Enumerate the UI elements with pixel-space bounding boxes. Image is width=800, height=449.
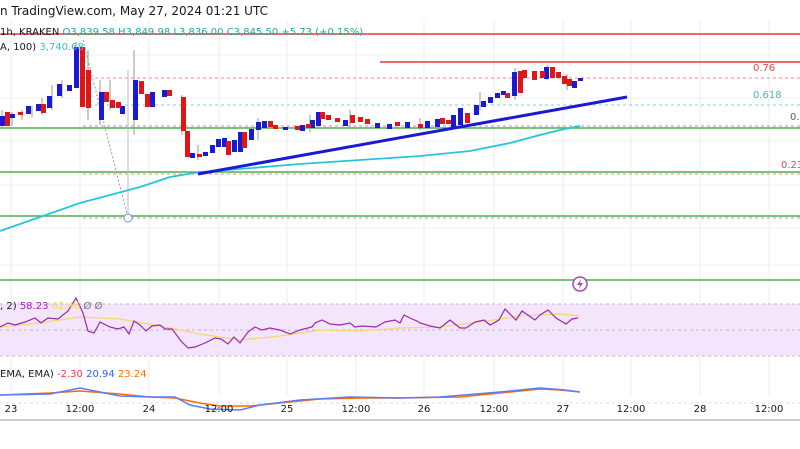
x-tick: 12:00 bbox=[341, 404, 371, 415]
x-tick: 12:00 bbox=[616, 404, 646, 415]
x-tick: 12:00 bbox=[479, 404, 509, 415]
x-tick: 28 bbox=[693, 404, 707, 415]
x-tick: 25 bbox=[280, 404, 294, 415]
low-value: L3,836.00 bbox=[173, 27, 224, 38]
open-value: O3,839.58 bbox=[62, 27, 115, 38]
ma-legend: A, 100) 3,740.68 bbox=[0, 42, 84, 53]
rsi-legend: , 2) 58.23 62.46 Ø Ø bbox=[0, 301, 103, 312]
change-value: +5.73 (+0.15%) bbox=[281, 27, 364, 38]
fib-label-0618: 0.618 bbox=[753, 90, 782, 101]
x-tick: 26 bbox=[417, 404, 431, 415]
x-tick: 12:00 bbox=[65, 404, 95, 415]
x-tick: 12:00 bbox=[754, 404, 784, 415]
fib-label-0236: 0.236 bbox=[781, 160, 800, 171]
x-tick: 27 bbox=[556, 404, 570, 415]
ma-value: 3,740.68 bbox=[39, 42, 84, 53]
high-value: H3,849.98 bbox=[118, 27, 171, 38]
ohlc-legend: 1h, KRAKEN O3,839.58 H3,849.98 L3,836.00… bbox=[0, 27, 364, 38]
source-header: n TradingView.com, May 27, 2024 01:21 UT… bbox=[0, 4, 268, 18]
close-value: C3,845.50 bbox=[226, 27, 279, 38]
macd-legend: EMA, EMA) -2.30 20.94 23.24 bbox=[0, 369, 147, 380]
x-tick: 24 bbox=[142, 404, 156, 415]
x-tick: 12:00 bbox=[204, 404, 234, 415]
fib-label-05: 0.5 bbox=[790, 112, 800, 123]
x-tick: 23 bbox=[4, 404, 18, 415]
fib-label-0764: 0.76 bbox=[753, 63, 776, 74]
